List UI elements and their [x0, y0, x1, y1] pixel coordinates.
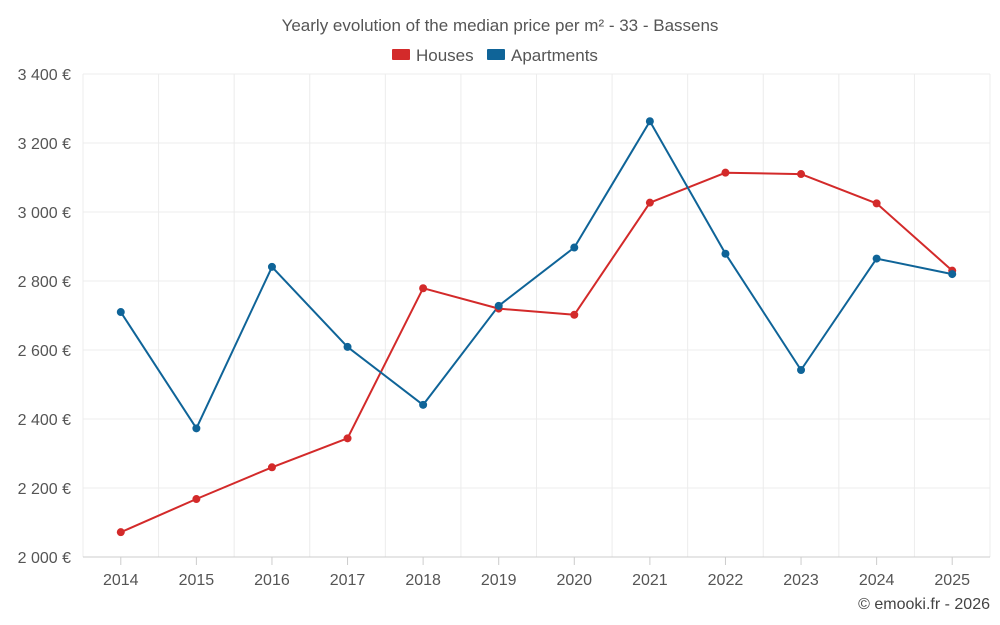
y-tick-label: 2 200 €: [18, 481, 71, 498]
x-tick-label: 2019: [481, 572, 517, 589]
x-tick-label: 2021: [632, 572, 668, 589]
data-points: [116, 117, 957, 537]
data-point-houses-2020[interactable]: [570, 310, 579, 319]
x-tick-label: 2016: [254, 572, 290, 589]
data-point-apartments-2020[interactable]: [570, 243, 579, 252]
legend-item-houses[interactable]: Houses: [392, 46, 474, 65]
data-point-apartments-2016[interactable]: [267, 262, 276, 271]
x-tick-label: 2018: [405, 572, 441, 589]
data-point-apartments-2023[interactable]: [797, 366, 806, 375]
data-point-apartments-2014[interactable]: [116, 308, 125, 317]
legend-swatch-houses: [392, 49, 410, 60]
series-line-houses: [120, 171, 953, 534]
y-tick-label: 3 200 €: [18, 136, 71, 153]
series-line-apartments: [119, 120, 953, 430]
credit-text: © emooki.fr - 2026: [858, 596, 990, 613]
legend-item-apartments[interactable]: Apartments: [487, 46, 598, 65]
data-point-houses-2018[interactable]: [419, 284, 428, 293]
data-point-apartments-2021[interactable]: [645, 117, 654, 126]
data-point-apartments-2022[interactable]: [721, 249, 730, 258]
data-point-houses-2022[interactable]: [721, 168, 730, 177]
x-tick-label: 2025: [934, 572, 970, 589]
legend-label-houses: Houses: [416, 46, 474, 65]
data-point-houses-2023[interactable]: [797, 170, 806, 179]
x-tick-label: 2024: [859, 572, 895, 589]
data-point-apartments-2019[interactable]: [494, 301, 503, 310]
x-tick-label: 2015: [179, 572, 215, 589]
y-tick-label: 3 400 €: [18, 67, 71, 84]
y-tick-label: 3 000 €: [18, 205, 71, 222]
legend-swatch-apartments: [487, 49, 505, 60]
grid: [82, 73, 991, 557]
data-point-apartments-2015[interactable]: [192, 424, 201, 433]
legend-label-apartments: Apartments: [511, 46, 598, 65]
data-point-houses-2021[interactable]: [645, 198, 654, 207]
data-point-houses-2015[interactable]: [192, 495, 201, 504]
legend[interactable]: Houses Apartments: [392, 46, 598, 65]
x-tick-label: 2022: [708, 572, 744, 589]
y-tick-label: 2 600 €: [18, 343, 71, 360]
data-point-apartments-2017[interactable]: [343, 342, 352, 351]
data-point-houses-2016[interactable]: [267, 463, 276, 472]
data-point-apartments-2024[interactable]: [872, 254, 881, 263]
y-tick-label: 2 400 €: [18, 412, 71, 429]
x-tick-label: 2017: [330, 572, 366, 589]
axes: 2 000 € 2 200 € 2 400 € 2 600 € 2 800 € 3 000…: [18, 67, 990, 589]
data-point-apartments-2025[interactable]: [948, 270, 957, 279]
x-tick-label: 2014: [103, 572, 139, 589]
data-point-apartments-2018[interactable]: [419, 400, 428, 409]
y-tick-label: 2 000 €: [18, 550, 71, 567]
y-tick-label: 2 800 €: [18, 274, 71, 291]
chart-title: Yearly evolution of the median price per…: [282, 16, 719, 35]
x-tick-label: 2023: [783, 572, 819, 589]
data-point-houses-2024[interactable]: [872, 199, 881, 208]
data-point-houses-2014[interactable]: [116, 528, 125, 537]
x-tick-label: 2020: [556, 572, 592, 589]
data-point-houses-2017[interactable]: [343, 434, 352, 443]
series-lines: [119, 120, 953, 534]
